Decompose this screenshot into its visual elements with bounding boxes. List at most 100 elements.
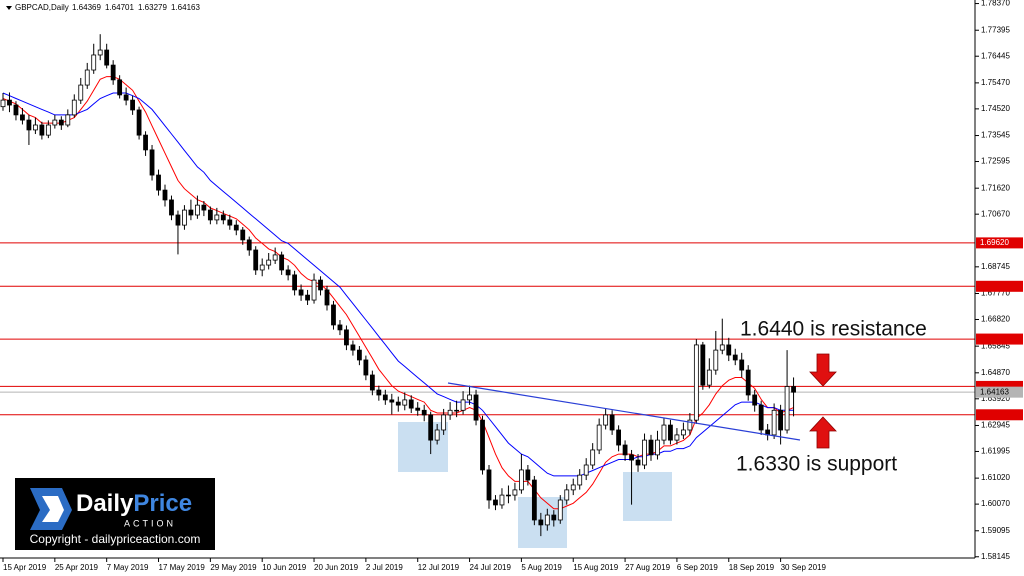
candle-body xyxy=(519,469,524,491)
candle-body xyxy=(655,439,660,456)
candle-body xyxy=(512,489,518,496)
logo-icon-inner xyxy=(42,496,64,522)
y-tick-label: 1.71620 xyxy=(981,183,1010,192)
candle-body xyxy=(421,409,427,416)
candle-body xyxy=(39,124,45,136)
candle-body xyxy=(169,199,174,216)
candle-body xyxy=(531,479,537,521)
x-tick-label: 10 Jun 2019 xyxy=(262,563,307,572)
candle-body xyxy=(629,454,634,461)
candle-body xyxy=(758,404,764,431)
x-tick-label: 29 May 2019 xyxy=(210,563,257,572)
candle-body xyxy=(713,349,719,371)
candle-body xyxy=(0,99,6,108)
support-note: 1.6330 is support xyxy=(736,453,897,476)
x-tick-label: 6 Sep 2019 xyxy=(677,563,718,572)
y-tick-label: 1.78370 xyxy=(981,0,1010,8)
candle-body xyxy=(311,279,317,301)
candle-body xyxy=(246,239,252,251)
highlight-box xyxy=(623,472,672,521)
x-tick-label: 18 Sep 2019 xyxy=(729,563,775,572)
symbol: GBPCAD,Daily xyxy=(15,3,69,12)
candle-body xyxy=(460,399,466,411)
logo-brand-2: Price xyxy=(133,490,192,517)
candle-body xyxy=(143,134,148,151)
candle-body xyxy=(350,344,356,351)
candle-body xyxy=(201,204,207,211)
candle-body xyxy=(298,289,304,296)
current-price-label: 1.64163 xyxy=(980,387,1009,396)
x-tick-label: 5 Aug 2019 xyxy=(521,563,562,572)
candle-body xyxy=(525,469,531,481)
candle-body xyxy=(402,399,408,406)
x-tick-label: 24 Jul 2019 xyxy=(470,563,512,572)
copyright: Copyright - dailypriceaction.com xyxy=(30,532,201,546)
candle-body xyxy=(97,49,103,56)
candle-body xyxy=(784,386,790,431)
candle-body xyxy=(564,489,570,501)
candle-body xyxy=(570,484,576,491)
candle-body xyxy=(557,499,563,521)
candle-body xyxy=(78,84,84,101)
candle-body xyxy=(220,214,226,221)
candle-body xyxy=(661,424,667,441)
x-tick-label: 30 Sep 2019 xyxy=(781,563,827,572)
x-tick-label: 15 Aug 2019 xyxy=(573,563,618,572)
candle-body xyxy=(493,499,498,506)
header-open: 1.64369 xyxy=(72,3,101,12)
candle-body xyxy=(771,409,777,436)
logo-brand: DailyPrice xyxy=(76,490,192,517)
candle-body xyxy=(233,224,239,231)
y-tick-label: 1.59095 xyxy=(981,526,1010,535)
resistance-note: 1.6440 is resistance xyxy=(740,318,927,341)
x-tick-label: 17 May 2019 xyxy=(159,563,206,572)
candle-body xyxy=(130,99,136,111)
candle-body xyxy=(58,119,64,126)
candle-body xyxy=(123,94,129,101)
y-tick-label: 1.61995 xyxy=(981,447,1010,456)
menu-triangle xyxy=(6,6,12,10)
header-close: 1.64163 xyxy=(171,3,200,12)
y-tick-label: 1.58145 xyxy=(981,552,1010,561)
candle-body xyxy=(33,124,38,131)
candle-body xyxy=(752,394,758,406)
logo-brand-1: Daily xyxy=(76,490,134,517)
candle-body xyxy=(447,409,453,416)
current-price-bg xyxy=(976,386,1023,398)
candle-body xyxy=(706,369,712,386)
candle-body xyxy=(344,329,349,346)
level-label-bg xyxy=(976,409,1023,421)
candle-body xyxy=(681,429,686,436)
moving-average xyxy=(2,76,794,510)
y-tick-label: 1.62945 xyxy=(981,421,1010,430)
candle-body xyxy=(674,434,680,441)
candle-body xyxy=(590,449,596,466)
y-tick-label: 1.72595 xyxy=(981,157,1010,166)
candle-body xyxy=(117,79,123,96)
down-arrow xyxy=(809,353,837,387)
candle-body xyxy=(434,429,440,441)
logo: DailyPrice ACTION Copyright - dailyprice… xyxy=(15,478,215,550)
y-tick-label: 1.75470 xyxy=(981,78,1010,87)
candle-body xyxy=(428,414,434,441)
plot-area xyxy=(0,34,975,548)
y-tick-label: 1.60070 xyxy=(981,499,1010,508)
candle-body xyxy=(603,414,609,426)
candle-body xyxy=(71,99,77,116)
level-label-bg xyxy=(976,333,1023,345)
candle-body xyxy=(480,419,485,471)
candle-body xyxy=(538,519,544,526)
candle-body xyxy=(363,359,369,376)
candle-body xyxy=(266,259,272,266)
candle-body xyxy=(551,514,557,521)
x-tick-label: 12 Jul 2019 xyxy=(418,563,460,572)
candle-body xyxy=(616,429,621,446)
x-tick-label: 2 Jul 2019 xyxy=(366,563,403,572)
candle-body xyxy=(331,304,336,326)
candle-body xyxy=(162,189,168,201)
candle-body xyxy=(577,474,583,486)
annotations: 1.6440 is resistance 1.6330 is support xyxy=(447,318,927,476)
candle-body xyxy=(745,369,751,396)
candle-body xyxy=(207,209,213,221)
